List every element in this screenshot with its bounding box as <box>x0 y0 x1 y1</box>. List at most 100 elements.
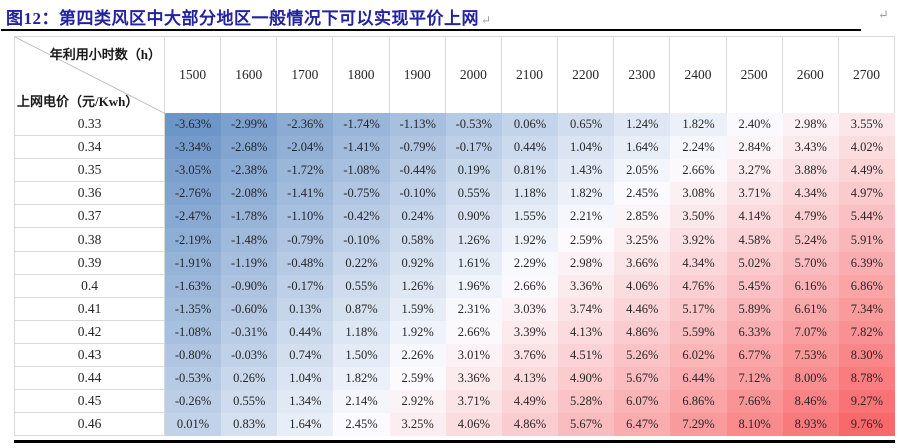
heatmap-cell: 6.61% <box>782 297 839 321</box>
heatmap-cell: 2.59% <box>389 367 446 391</box>
heatmap-cell: 3.43% <box>782 136 839 160</box>
heatmap-cell: -3.63% <box>165 113 222 137</box>
column-header: 1500 <box>165 37 222 113</box>
column-header: 1700 <box>277 37 334 113</box>
heatmap-cell: -1.72% <box>277 159 334 183</box>
heatmap-cell: 5.17% <box>670 297 727 321</box>
table-row: 0.35 -3.05% -2.38% -1.72% -1.08% -0.44% 0.19% 0… <box>14 159 896 183</box>
heatmap-cell: 5.24% <box>782 228 839 252</box>
row-label: 0.39 <box>14 251 165 275</box>
heatmap-cell: 0.26% <box>221 367 278 391</box>
heatmap-cell: 6.39% <box>838 251 896 275</box>
heatmap-cell: -0.48% <box>277 251 334 275</box>
heatmap-cell: -0.31% <box>221 320 278 344</box>
column-header: 1800 <box>333 37 390 113</box>
heatmap-cell: 1.34% <box>277 390 334 414</box>
table-row: 0.45 -0.26% 0.55% 1.34% 2.14% 2.92% 3.71% 4.49%… <box>14 390 896 414</box>
heatmap-cell: 1.04% <box>277 367 334 391</box>
y-axis-label: 上网电价（元/Kwh） <box>17 94 139 109</box>
heatmap-cell: 0.58% <box>389 228 446 252</box>
heatmap-cell: 2.66% <box>445 320 502 344</box>
heatmap-cell: 0.13% <box>277 297 334 321</box>
heatmap-cell: 8.10% <box>726 413 783 437</box>
heatmap-cell: -2.47% <box>165 205 222 229</box>
diagonal-divider <box>15 37 166 114</box>
column-header: 2500 <box>726 37 783 113</box>
heatmap-cell: 6.47% <box>614 413 671 437</box>
row-label: 0.4 <box>14 274 165 298</box>
heatmap-cell: 2.59% <box>558 228 615 252</box>
heatmap-cell: -2.36% <box>277 113 334 137</box>
heatmap-cell: 3.71% <box>445 390 502 414</box>
heatmap-cell: 5.44% <box>838 205 896 229</box>
heatmap-cell: 2.66% <box>670 159 727 183</box>
row-label: 0.44 <box>14 367 165 391</box>
heatmap-cell: 2.98% <box>558 251 615 275</box>
heatmap-cell: -1.78% <box>221 205 278 229</box>
row-label: 0.46 <box>14 413 165 437</box>
heatmap-cell: 5.26% <box>614 343 671 368</box>
heatmap-cell: 1.82% <box>558 182 615 206</box>
heatmap-cell: 3.03% <box>501 297 559 321</box>
margin-return-mark-icon: ↵ <box>878 7 889 22</box>
heatmap-cell: 7.12% <box>726 367 783 391</box>
column-header: 2200 <box>558 37 615 113</box>
heatmap-cell: 8.78% <box>838 367 896 391</box>
heatmap-cell: 7.66% <box>726 390 783 414</box>
heatmap-cell: 3.66% <box>614 251 671 275</box>
heatmap-cell: -0.75% <box>333 182 390 206</box>
heatmap-cell: 3.55% <box>838 113 896 137</box>
heatmap-cell: 0.44% <box>277 320 334 344</box>
heatmap-cell: -0.03% <box>221 343 278 368</box>
heatmap-cell: 6.07% <box>614 390 671 414</box>
heatmap-cell: 4.97% <box>838 182 896 206</box>
heatmap-cell: 6.86% <box>670 390 727 414</box>
heatmap-cell: 1.18% <box>333 320 390 344</box>
heatmap-cell: -1.41% <box>277 182 334 206</box>
heatmap-cell: 7.34% <box>838 297 896 321</box>
heatmap-cell: -0.10% <box>333 228 390 252</box>
heatmap-cell: 5.59% <box>670 320 727 344</box>
heatmap-cell: -2.76% <box>165 182 222 206</box>
heatmap-cell: 5.91% <box>838 228 896 252</box>
heatmap-cell: 0.55% <box>221 390 278 414</box>
heatmap-cell: 2.84% <box>726 136 783 160</box>
heatmap-cell: -0.60% <box>221 297 278 321</box>
heatmap-cell: 4.06% <box>445 413 502 437</box>
heatmap-cell: 0.83% <box>221 413 278 437</box>
heatmap-cell: 4.34% <box>670 251 727 275</box>
heatmap-cell: -0.90% <box>221 274 278 298</box>
heatmap-cell: -1.41% <box>333 136 390 160</box>
heatmap-cell: 4.79% <box>782 205 839 229</box>
table-row: 0.33 -3.63% -2.99% -2.36% -1.74% -1.13% -0.53%… <box>14 113 896 137</box>
corner-cell: 年利用小时数（h） 上网电价（元/Kwh） <box>14 37 166 114</box>
heatmap-cell: -1.74% <box>333 113 390 137</box>
heatmap-cell: 1.61% <box>445 251 502 275</box>
heatmap-cell: 4.49% <box>501 390 559 414</box>
heatmap-cell: 6.86% <box>838 274 896 298</box>
heatmap-cell: 1.26% <box>389 274 446 298</box>
table-row: 0.46 0.01% 0.83% 1.64% 2.45% 3.25% 4.06% 4.86% 5… <box>14 413 896 437</box>
table-row: 0.36 -2.76% -2.08% -1.41% -0.75% -0.10% 0.55% 1… <box>14 182 896 206</box>
table-header-row: 年利用小时数（h） 上网电价（元/Kwh） 1500 1600 1700 1800 19… <box>14 36 896 114</box>
heatmap-cell: 4.76% <box>670 274 727 298</box>
heatmap-cell: 2.98% <box>782 113 839 137</box>
heatmap-cell: 2.26% <box>389 343 446 368</box>
table-row: 0.41 -1.35% -0.60% 0.13% 0.87% 1.59% 2.31% 3.03… <box>14 297 896 321</box>
heatmap-cell: 3.25% <box>389 413 446 437</box>
heatmap-cell: 1.18% <box>501 182 559 206</box>
heatmap-cell: 1.55% <box>501 205 559 229</box>
heatmap-cell: 0.81% <box>501 159 559 183</box>
heatmap-cell: 1.64% <box>277 413 334 437</box>
table-row: 0.4 -1.63% -0.90% -0.17% 0.55% 1.26% 1.96% 2.66… <box>14 274 896 298</box>
heatmap-cell: 5.02% <box>726 251 783 275</box>
heatmap-cell: 2.45% <box>333 413 390 437</box>
heatmap-cell: 0.06% <box>501 113 559 137</box>
heatmap-cell: 4.06% <box>614 274 671 298</box>
heatmap-cell: 5.67% <box>614 367 671 391</box>
heatmap-cell: 3.71% <box>726 182 783 206</box>
x-axis-label: 年利用小时数（h） <box>49 47 161 62</box>
heatmap-cell: 0.24% <box>389 205 446 229</box>
heatmap-cell: 4.13% <box>558 320 615 344</box>
table-row: 0.43 -0.80% -0.03% 0.74% 1.50% 2.26% 3.01% 3.76… <box>14 343 896 368</box>
